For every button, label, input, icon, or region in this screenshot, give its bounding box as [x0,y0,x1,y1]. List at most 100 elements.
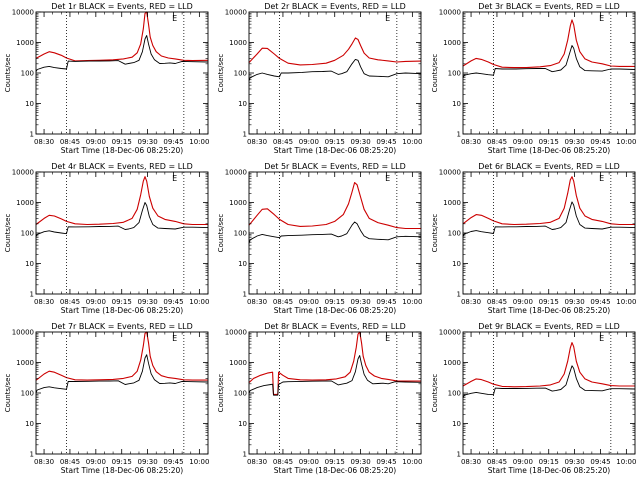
x-tick-label: 10:00 [189,298,209,306]
e-marker-label: E [172,174,177,183]
chart-panel: Det 8r BLACK = Events, RED = LLD E 1 10 100 1… [217,322,422,475]
chart-title: Det 6r BLACK = Events, RED = LLD [478,162,620,171]
chart-title: Det 2r BLACK = Events, RED = LLD [264,2,406,11]
series-line [248,182,421,230]
chart-panel: Det 4r BLACK = Events, RED = LLD E 1 10 100 1… [4,162,209,315]
x-tick-label: 08:30 [247,298,267,306]
e-marker-label: E [385,14,390,23]
y-tick-label: 1 [457,131,461,139]
x-tick-label: 09:30 [565,138,585,146]
x-tick-label: 09:45 [590,298,610,306]
x-tick-label: 09:15 [112,458,132,466]
series-line [462,365,636,398]
y-tick-label: 1000 [16,359,34,367]
y-tick-label: 10000 [225,329,247,337]
y-tick-label: 10 [238,100,247,108]
x-tick-label: 08:30 [34,138,54,146]
y-tick-label: 10000 [12,169,34,177]
y-axis-label: Counts/sec [431,374,439,413]
chart-panel: Det 2r BLACK = Events, RED = LLD E 1 10 100 1… [217,2,422,155]
x-tick-label: 09:15 [325,298,345,306]
series-line [462,201,636,237]
series-line [248,355,422,396]
x-tick-label: 09:00 [299,298,319,306]
series-line [248,331,421,395]
x-tick-label: 08:30 [34,458,54,466]
x-tick-label: 10:00 [616,138,636,146]
x-tick-label: 09:30 [565,458,585,466]
x-tick-label: 09:30 [565,298,585,306]
x-tick-label: 09:00 [86,298,106,306]
x-tick-label: 10:00 [616,298,636,306]
x-tick-label: 08:30 [247,458,267,466]
x-tick-label: 09:45 [376,458,396,466]
x-tick-label: 09:00 [299,458,319,466]
series-line [248,37,422,66]
e-marker-label: E [172,14,177,23]
x-tick-label: 10:00 [189,458,209,466]
x-tick-label: 09:00 [86,458,106,466]
x-tick-label: 08:30 [247,138,267,146]
series-line [35,331,208,381]
x-axis-label: Start Time (18-Dec-06 08:25:20) [274,146,396,155]
y-tick-label: 100 [21,230,34,238]
plot-frame [462,331,636,455]
x-axis-label: Start Time (18-Dec-06 08:25:20) [61,466,183,475]
x-tick-label: 08:45 [60,298,80,306]
x-tick-label: 09:30 [351,458,371,466]
x-tick-label: 08:45 [60,458,80,466]
y-tick-label: 1000 [443,359,461,367]
x-tick-label: 09:15 [539,458,559,466]
y-tick-label: 1 [243,451,247,459]
chart-panel: Det 6r BLACK = Events, RED = LLD E 1 10 100 1… [431,162,636,315]
x-axis-label: Start Time (18-Dec-06 08:25:20) [274,466,396,475]
series-line [462,176,635,226]
y-axis-label: Counts/sec [217,214,225,253]
chart-title: Det 3r BLACK = Events, RED = LLD [478,2,620,11]
y-tick-label: 10000 [439,329,461,337]
x-tick-label: 09:00 [513,138,533,146]
x-tick-label: 09:00 [513,298,533,306]
series-line [35,176,208,226]
y-tick-label: 10 [452,420,461,428]
y-tick-label: 100 [234,230,247,238]
y-axis-label: Counts/sec [217,374,225,413]
y-tick-label: 100 [21,70,34,78]
x-tick-label: 09:15 [112,138,132,146]
y-tick-label: 10000 [12,9,34,17]
x-tick-label: 09:30 [138,138,158,146]
x-tick-label: 09:45 [376,138,396,146]
chart-title: Det 7r BLACK = Events, RED = LLD [51,322,193,331]
y-axis-label: Counts/sec [4,214,12,253]
y-tick-label: 10 [238,420,247,428]
y-tick-label: 1 [30,451,34,459]
x-tick-label: 09:00 [86,138,106,146]
series-line [462,45,636,78]
e-marker-label: E [599,174,604,183]
x-tick-label: 09:45 [590,458,610,466]
y-tick-label: 10000 [439,169,461,177]
y-tick-label: 1 [30,291,34,299]
x-axis-label: Start Time (18-Dec-06 08:25:20) [488,146,610,155]
e-marker-label: E [599,14,604,23]
series-line [35,11,209,62]
y-axis-label: Counts/sec [4,54,12,93]
y-tick-label: 1 [457,291,461,299]
y-tick-label: 10 [452,260,461,268]
x-tick-label: 09:30 [351,298,371,306]
x-tick-label: 08:45 [487,138,507,146]
x-axis-label: Start Time (18-Dec-06 08:25:20) [274,306,396,315]
chart-panel: Det 3r BLACK = Events, RED = LLD E 1 10 100 1… [431,2,636,155]
series-line [248,221,422,244]
y-tick-label: 1000 [229,199,247,207]
chart-panel: Det 5r BLACK = Events, RED = LLD E 1 10 100 1… [217,162,422,315]
x-tick-label: 10:00 [616,458,636,466]
e-marker-label: E [599,334,604,343]
y-tick-label: 1000 [229,359,247,367]
series-line [462,19,635,69]
x-axis-label: Start Time (18-Dec-06 08:25:20) [488,466,610,475]
x-tick-label: 09:00 [513,458,533,466]
plot-frame [462,11,636,135]
e-marker-label: E [172,334,177,343]
x-tick-label: 08:30 [461,458,481,466]
